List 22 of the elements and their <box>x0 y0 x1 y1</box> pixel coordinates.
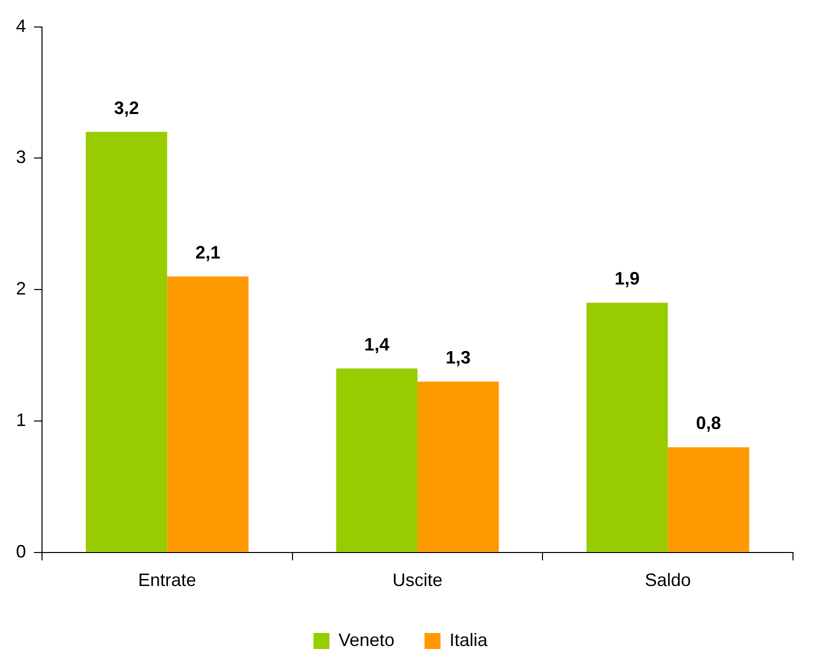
bar <box>86 132 168 552</box>
bar <box>336 368 418 552</box>
bar <box>418 382 499 552</box>
data-label: 0,8 <box>696 413 722 434</box>
y-tick-label: 1 <box>16 410 26 430</box>
data-label: 2,1 <box>195 242 220 262</box>
x-tick-label: Entrate <box>138 570 196 590</box>
x-tick-label: Saldo <box>644 570 691 590</box>
data-label: 1,4 <box>364 334 390 354</box>
y-tick-label: 3 <box>16 147 26 168</box>
y-tick-label: 2 <box>16 278 26 299</box>
bar <box>586 302 668 552</box>
bar <box>167 276 249 552</box>
x-tick-label: Uscite <box>392 570 443 590</box>
legend-label: Veneto <box>338 630 395 650</box>
data-label: 1,3 <box>446 348 471 368</box>
data-label: 3,2 <box>114 98 140 118</box>
y-tick-label: 4 <box>16 16 26 36</box>
data-label: 1,9 <box>614 268 640 289</box>
y-tick-label: 0 <box>16 541 26 562</box>
legend-label: Italia <box>450 630 489 650</box>
bar <box>668 447 750 552</box>
